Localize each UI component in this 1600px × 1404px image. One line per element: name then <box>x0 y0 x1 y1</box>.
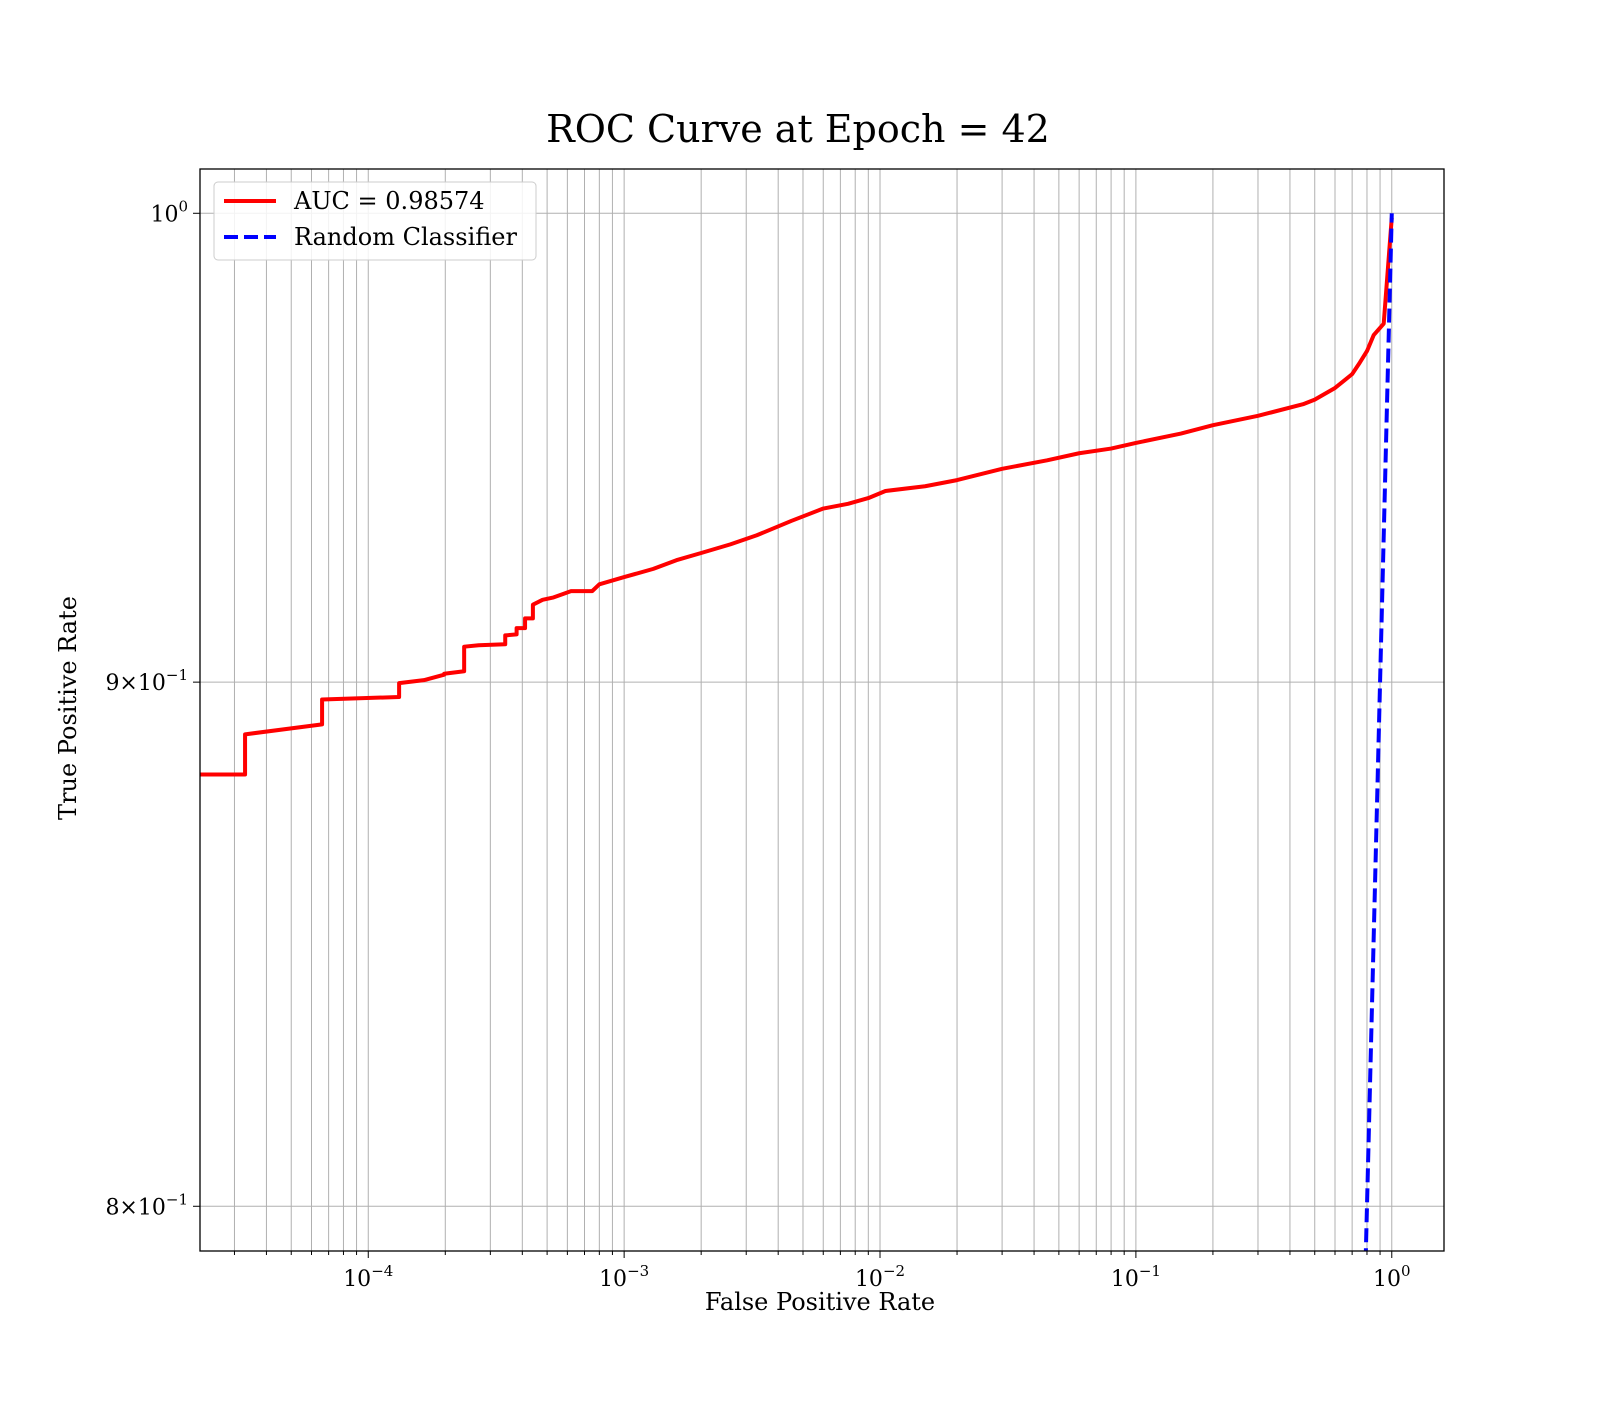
x-tick-label-base: 10 <box>1111 1267 1139 1292</box>
y-tick-label: 9×10−1 <box>105 666 188 696</box>
y-tick-label-exponent: −1 <box>166 666 188 684</box>
x-tick-label: 100 <box>1373 1262 1411 1292</box>
x-tick-label-base: 10 <box>343 1267 371 1292</box>
y-tick-label-base: 9×10 <box>105 671 165 696</box>
x-tick-label-exponent: 0 <box>1401 1262 1411 1280</box>
plot-frame <box>199 168 1445 1252</box>
x-axis-label: False Positive Rate <box>705 1288 935 1316</box>
x-tick-label: 10−2 <box>855 1262 905 1292</box>
legend: AUC = 0.98574 Random Classifier <box>213 181 537 261</box>
x-tick-label-exponent: −4 <box>371 1262 393 1280</box>
grid-lines <box>200 169 1444 1251</box>
y-axis-label: True Positive Rate <box>54 596 82 820</box>
x-tick-label: 10−4 <box>343 1262 393 1292</box>
x-tick-label-base: 10 <box>599 1267 627 1292</box>
y-tick-label-exponent: 0 <box>178 197 188 215</box>
roc-curve-line <box>200 217 1394 777</box>
y-tick-label-base: 8×10 <box>105 1195 165 1220</box>
y-tick-label-base: 10 <box>150 202 178 227</box>
chart-title: ROC Curve at Epoch = 42 <box>546 107 1050 151</box>
random-classifier-line <box>1363 213 1394 1251</box>
legend-label: AUC = 0.98574 <box>293 187 485 215</box>
legend-box <box>213 181 537 261</box>
x-tick-label-base: 10 <box>855 1267 883 1292</box>
legend-label: Random Classifier <box>294 223 517 251</box>
plot-series <box>200 213 1394 1251</box>
x-tick-label-exponent: −3 <box>627 1262 649 1280</box>
x-tick-label-exponent: −2 <box>883 1262 905 1280</box>
y-tick-label: 8×10−1 <box>105 1190 188 1220</box>
x-tick-label: 10−3 <box>599 1262 649 1292</box>
x-tick-label: 10−1 <box>1111 1262 1161 1292</box>
y-tick-label: 100 <box>150 197 188 227</box>
y-tick-label-exponent: −1 <box>166 1190 188 1208</box>
x-tick-label-exponent: −1 <box>1139 1262 1161 1280</box>
x-tick-label-base: 10 <box>1373 1267 1401 1292</box>
